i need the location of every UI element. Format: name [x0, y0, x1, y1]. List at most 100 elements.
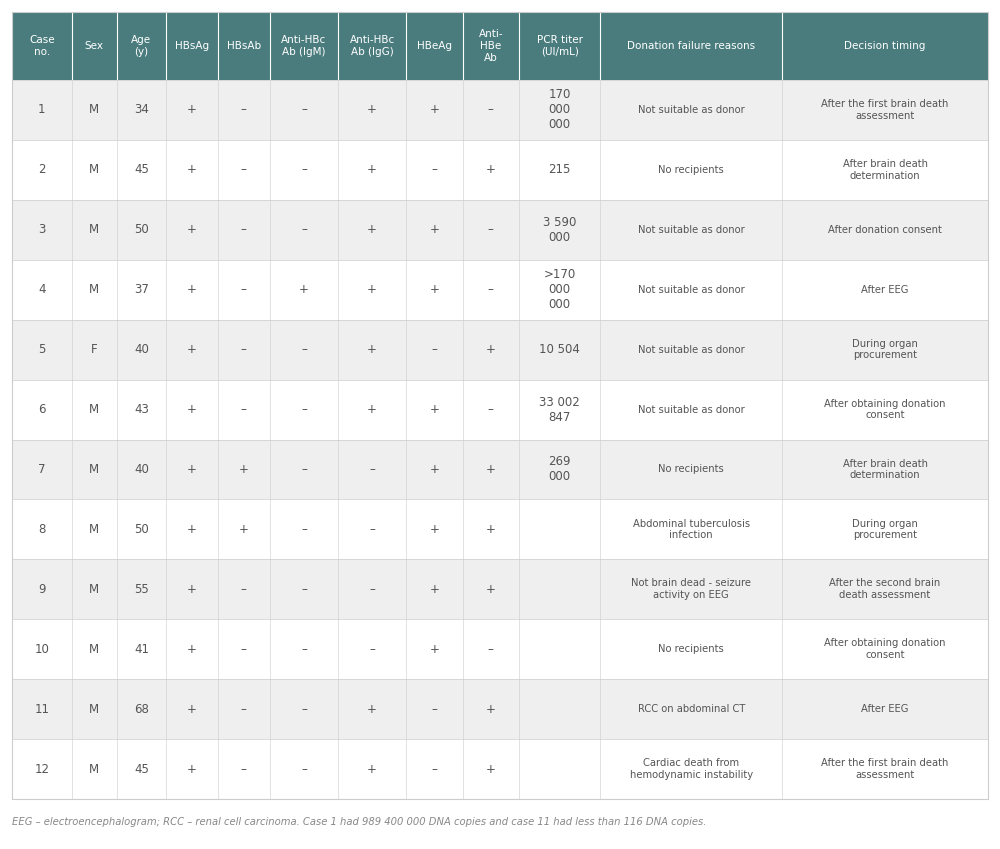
Text: 45: 45 [134, 163, 149, 177]
Text: –: – [241, 343, 247, 356]
Text: –: – [301, 403, 307, 416]
Text: –: – [241, 643, 247, 655]
Text: –: – [488, 284, 494, 296]
Text: +: + [430, 284, 439, 296]
Text: M: M [89, 582, 99, 596]
Text: M: M [89, 403, 99, 416]
Text: 40: 40 [134, 463, 149, 476]
Text: +: + [239, 523, 249, 536]
Text: 34: 34 [134, 104, 149, 116]
Text: +: + [187, 643, 197, 655]
Text: –: – [432, 762, 437, 775]
Text: –: – [241, 163, 247, 177]
Text: 43: 43 [134, 403, 149, 416]
Text: After brain death
determination: After brain death determination [843, 159, 928, 181]
Text: 50: 50 [134, 523, 149, 536]
Text: 45: 45 [134, 762, 149, 775]
Text: Not suitable as donor: Not suitable as donor [638, 404, 745, 414]
Text: RCC on abdominal CT: RCC on abdominal CT [638, 704, 745, 714]
Text: Decision timing: Decision timing [844, 41, 926, 51]
Text: M: M [89, 104, 99, 116]
Text: M: M [89, 643, 99, 655]
Text: F: F [91, 343, 98, 356]
Text: M: M [89, 223, 99, 236]
Text: –: – [301, 104, 307, 116]
Bar [12, 260, 988, 320]
Text: M: M [89, 163, 99, 177]
Text: +: + [187, 163, 197, 177]
Text: 41: 41 [134, 643, 149, 655]
Text: +: + [367, 104, 377, 116]
Text: –: – [369, 643, 375, 655]
Text: 8: 8 [38, 523, 45, 536]
Bar [12, 440, 988, 499]
Text: +: + [367, 284, 377, 296]
Text: +: + [367, 762, 377, 775]
Text: –: – [369, 523, 375, 536]
Text: During organ
procurement: During organ procurement [852, 339, 918, 361]
Text: +: + [299, 284, 309, 296]
Text: 9: 9 [38, 582, 46, 596]
Text: –: – [488, 643, 494, 655]
Text: M: M [89, 762, 99, 775]
Text: +: + [367, 163, 377, 177]
Text: After obtaining donation
consent: After obtaining donation consent [824, 638, 946, 660]
Bar [12, 380, 988, 440]
Text: –: – [301, 643, 307, 655]
Text: 5: 5 [38, 343, 45, 356]
Bar [12, 320, 988, 380]
Text: –: – [432, 163, 437, 177]
Text: –: – [369, 582, 375, 596]
Text: 12: 12 [34, 762, 49, 775]
Text: –: – [241, 403, 247, 416]
Text: –: – [488, 223, 494, 236]
Text: +: + [187, 463, 197, 476]
Text: Not suitable as donor: Not suitable as donor [638, 284, 745, 295]
Text: 170
000
000: 170 000 000 [548, 88, 571, 132]
Text: 269
000: 269 000 [548, 455, 571, 483]
Text: 3 590
000: 3 590 000 [543, 216, 576, 244]
Text: +: + [430, 104, 439, 116]
Text: 40: 40 [134, 343, 149, 356]
Text: No recipients: No recipients [658, 165, 724, 175]
Text: Anti-HBc
Ab (IgG): Anti-HBc Ab (IgG) [350, 35, 395, 57]
Text: Donation failure reasons: Donation failure reasons [627, 41, 755, 51]
Text: 68: 68 [134, 703, 149, 716]
Text: +: + [187, 223, 197, 236]
Text: –: – [369, 463, 375, 476]
Text: +: + [430, 582, 439, 596]
Text: HBsAb: HBsAb [227, 41, 261, 51]
Text: PCR titer
(UI/mL): PCR titer (UI/mL) [537, 35, 583, 57]
Text: +: + [486, 582, 496, 596]
Text: After donation consent: After donation consent [828, 225, 942, 235]
Text: After the first brain death
assessment: After the first brain death assessment [821, 99, 949, 121]
Text: 10: 10 [34, 643, 49, 655]
Text: 50: 50 [134, 223, 149, 236]
Text: +: + [187, 403, 197, 416]
Text: +: + [430, 643, 439, 655]
Text: +: + [367, 343, 377, 356]
Text: 1: 1 [38, 104, 46, 116]
Text: –: – [241, 762, 247, 775]
Text: After brain death
determination: After brain death determination [843, 458, 928, 481]
Text: +: + [187, 343, 197, 356]
Text: After EEG: After EEG [861, 284, 909, 295]
Text: +: + [187, 523, 197, 536]
Text: After EEG: After EEG [861, 704, 909, 714]
Text: +: + [486, 343, 496, 356]
Text: –: – [301, 703, 307, 716]
Text: HBsAg: HBsAg [175, 41, 209, 51]
Text: +: + [367, 703, 377, 716]
Text: HBeAg: HBeAg [417, 41, 452, 51]
Text: +: + [187, 582, 197, 596]
Text: –: – [241, 104, 247, 116]
Text: After the second brain
death assessment: After the second brain death assessment [829, 578, 941, 600]
Text: +: + [430, 223, 439, 236]
Bar [12, 499, 988, 559]
Text: 4: 4 [38, 284, 46, 296]
Text: –: – [241, 284, 247, 296]
Text: –: – [432, 703, 437, 716]
Text: +: + [486, 163, 496, 177]
Text: Case
no.: Case no. [29, 35, 55, 57]
Text: No recipients: No recipients [658, 644, 724, 655]
